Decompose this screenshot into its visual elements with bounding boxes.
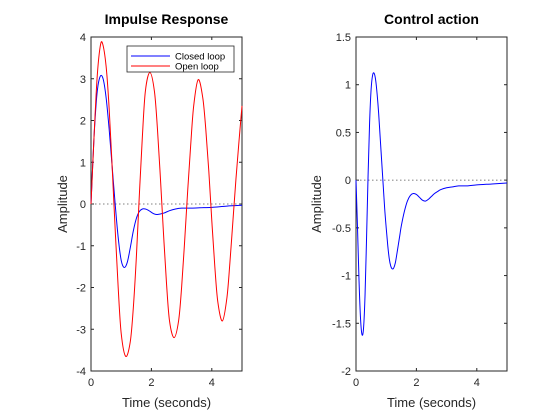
- control-action-ytick-label: -1.5: [332, 318, 351, 330]
- impulse-response-xtick-label: 2: [148, 377, 154, 389]
- control-action-ytick-label: 0: [345, 175, 351, 187]
- impulse-response-title: Impulse Response: [105, 11, 229, 27]
- legend: Closed loop Open loop: [126, 45, 235, 73]
- control-action-xtick-label: 0: [353, 377, 359, 389]
- control-action-ytick-label: -0.5: [332, 223, 351, 235]
- impulse-response-ytick-label: 1: [80, 157, 86, 169]
- control-action-ytick-label: 1: [345, 80, 351, 92]
- impulse-response-ytick-label: 0: [80, 199, 86, 211]
- impulse-response-xtick-label: 4: [209, 377, 215, 389]
- impulse-response-series-line-closed-loop: [90, 74, 243, 268]
- impulse-response-ticks: 0 2 4 -4 -3 -2 -1 0 1 2 3 4: [76, 32, 242, 389]
- impulse-response-ytick-label: -4: [76, 366, 86, 378]
- control-action-title: Control action: [384, 11, 479, 27]
- legend-label-open-loop: Open loop: [175, 62, 219, 73]
- control-action-panel: Control action Time (seconds) Amplitude …: [309, 11, 508, 410]
- control-action-xtick-label: 2: [413, 377, 419, 389]
- control-action-ytick-label: -2: [341, 366, 351, 378]
- control-action-series-line-0: [355, 72, 508, 336]
- control-action-ylabel: Amplitude: [309, 175, 324, 233]
- control-action-axes-box: [355, 36, 508, 372]
- impulse-response-panel: Impulse Response Time (seconds) Amplitud…: [55, 11, 243, 410]
- legend-box: [126, 45, 235, 73]
- legend-label-closed-loop: Closed loop: [175, 52, 225, 63]
- impulse-response-ytick-label: -1: [76, 241, 86, 253]
- control-action-ytick-label: -1: [341, 271, 351, 283]
- control-action-xtick-label: 4: [474, 377, 480, 389]
- control-action-ytick-label: 0.5: [336, 127, 351, 139]
- impulse-response-ytick-label: 3: [80, 74, 86, 86]
- impulse-response-ytick-label: 2: [80, 116, 86, 128]
- control-action-ytick-label: 1.5: [336, 32, 351, 44]
- control-action-ticks: 0 2 4 -2 -1.5 -1 -0.5 0 0.5 1 1.5: [332, 32, 507, 389]
- impulse-response-ylabel: Amplitude: [55, 175, 70, 233]
- impulse-response-series: [90, 41, 243, 357]
- impulse-response-ytick-label: 4: [80, 32, 86, 44]
- control-action-series: [355, 72, 508, 336]
- control-action-xlabel: Time (seconds): [387, 395, 476, 410]
- impulse-response-xlabel: Time (seconds): [122, 395, 211, 410]
- impulse-response-series-line-open-loop: [90, 41, 243, 357]
- impulse-response-xtick-label: 0: [88, 377, 94, 389]
- impulse-response-ytick-label: -2: [76, 283, 86, 295]
- impulse-response-ytick-label: -3: [76, 324, 86, 336]
